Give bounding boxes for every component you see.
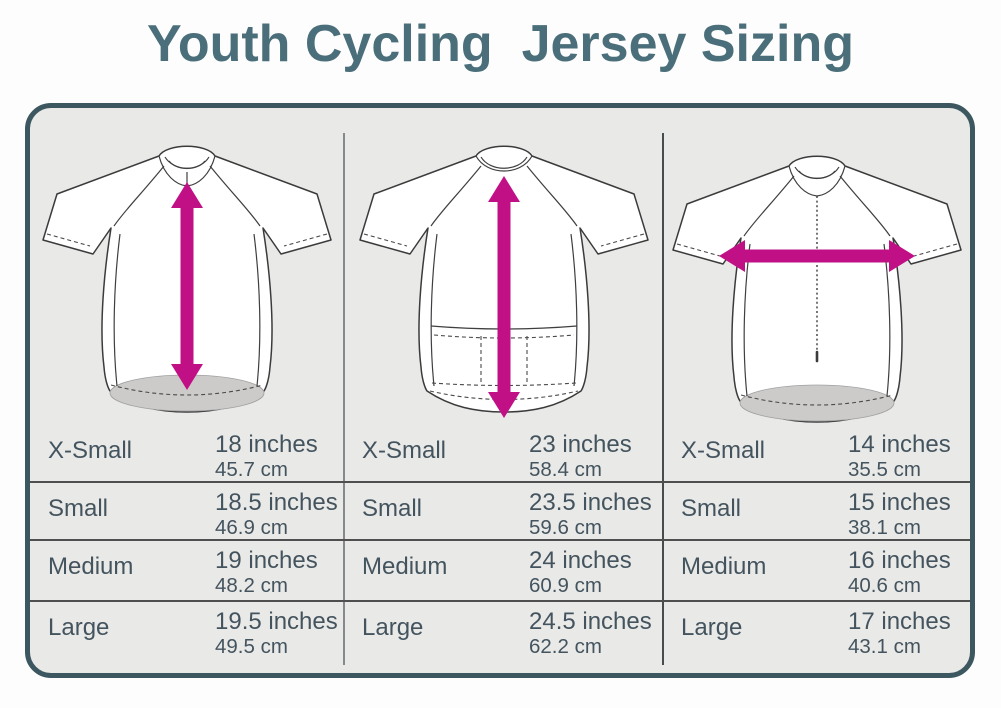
cm-value: 59.6 cm <box>529 515 602 539</box>
inches-value: 17 inches <box>848 608 951 635</box>
table-row: X-Small 14 inches 35.5 cm <box>663 425 970 483</box>
inches-value: 23 inches <box>529 431 632 458</box>
column-chest-width: X-Small 14 inches 35.5 cm Small 15 inche… <box>663 108 970 673</box>
table-row: Small 23.5 inches 59.6 cm <box>344 483 663 541</box>
inches-value: 19 inches <box>215 547 318 574</box>
table-row: Small 18.5 inches 46.9 cm <box>30 483 344 541</box>
size-value: 24.5 inches 62.2 cm <box>529 608 652 659</box>
jersey-back-illustration <box>344 108 663 425</box>
vertical-measurement-arrow-icon <box>487 176 520 418</box>
cm-value: 60.9 cm <box>529 573 602 597</box>
size-value: 18.5 inches 46.9 cm <box>215 489 338 540</box>
inches-value: 18 inches <box>215 431 318 458</box>
column-divider <box>343 133 345 665</box>
jersey-front-vertical-arrow-icon <box>42 145 332 413</box>
size-value: 19 inches 48.2 cm <box>215 547 318 598</box>
size-name: X-Small <box>681 437 766 464</box>
sizing-panel: X-Small 18 inches 45.7 cm Small 18.5 inc… <box>25 103 975 678</box>
column-front-length: X-Small 18 inches 45.7 cm Small 18.5 inc… <box>30 108 344 673</box>
size-value: 15 inches 38.1 cm <box>848 489 951 540</box>
size-value: 23 inches 58.4 cm <box>529 431 632 482</box>
chest-width-table: X-Small 14 inches 35.5 cm Small 15 inche… <box>663 425 970 673</box>
sizing-panel-inner: X-Small 18 inches 45.7 cm Small 18.5 inc… <box>30 108 970 673</box>
page-title: Youth Cycling Jersey Sizing <box>147 15 854 73</box>
jersey-front-illustration <box>30 108 344 425</box>
table-row: Medium 16 inches 40.6 cm <box>663 541 970 602</box>
inches-value: 23.5 inches <box>529 489 652 516</box>
cm-value: 46.9 cm <box>215 515 288 539</box>
size-name: Small <box>48 495 109 522</box>
inches-value: 14 inches <box>848 431 951 458</box>
size-name: Medium <box>362 553 448 580</box>
cm-value: 49.5 cm <box>215 634 288 658</box>
jersey-front-zipper-illustration <box>663 108 970 425</box>
horizontal-measurement-arrow-icon <box>718 240 915 272</box>
size-name: Small <box>362 495 423 522</box>
size-name: Large <box>48 614 110 641</box>
size-name: Small <box>681 495 742 522</box>
jersey-front-horizontal-arrow-icon <box>671 155 962 423</box>
inches-value: 16 inches <box>848 547 951 574</box>
size-value: 18 inches 45.7 cm <box>215 431 318 482</box>
inches-value: 18.5 inches <box>215 489 338 516</box>
front-length-table: X-Small 18 inches 45.7 cm Small 18.5 inc… <box>30 425 344 673</box>
cm-value: 58.4 cm <box>529 457 602 481</box>
size-value: 16 inches 40.6 cm <box>848 547 951 598</box>
inches-value: 24.5 inches <box>529 608 652 635</box>
size-value: 14 inches 35.5 cm <box>848 431 951 482</box>
table-row: Large 17 inches 43.1 cm <box>663 602 970 673</box>
jersey-back-vertical-arrow-icon <box>358 145 649 418</box>
inches-value: 15 inches <box>848 489 951 516</box>
table-row: Medium 19 inches 48.2 cm <box>30 541 344 602</box>
cm-value: 38.1 cm <box>848 515 921 539</box>
table-row: Medium 24 inches 60.9 cm <box>344 541 663 602</box>
size-name: X-Small <box>362 437 447 464</box>
cm-value: 40.6 cm <box>848 573 921 597</box>
size-value: 19.5 inches 49.5 cm <box>215 608 338 659</box>
size-name: Medium <box>681 553 767 580</box>
vertical-measurement-arrow-icon <box>171 182 203 390</box>
size-name: Large <box>362 614 424 641</box>
cm-value: 35.5 cm <box>848 457 921 481</box>
cm-value: 45.7 cm <box>215 457 288 481</box>
column-back-length: X-Small 23 inches 58.4 cm Small 23.5 inc… <box>344 108 663 673</box>
table-row: Small 15 inches 38.1 cm <box>663 483 970 541</box>
size-name: Large <box>681 614 743 641</box>
size-value: 24 inches 60.9 cm <box>529 547 632 598</box>
back-length-table: X-Small 23 inches 58.4 cm Small 23.5 inc… <box>344 425 663 673</box>
table-row: X-Small 23 inches 58.4 cm <box>344 425 663 483</box>
column-divider <box>662 133 664 665</box>
cm-value: 62.2 cm <box>529 634 602 658</box>
cm-value: 48.2 cm <box>215 573 288 597</box>
cm-value: 43.1 cm <box>848 634 921 658</box>
inches-value: 24 inches <box>529 547 632 574</box>
size-value: 17 inches 43.1 cm <box>848 608 951 659</box>
table-row: X-Small 18 inches 45.7 cm <box>30 425 344 483</box>
size-name: Medium <box>48 553 134 580</box>
table-row: Large 19.5 inches 49.5 cm <box>30 602 344 673</box>
size-name: X-Small <box>48 437 133 464</box>
table-row: Large 24.5 inches 62.2 cm <box>344 602 663 673</box>
size-value: 23.5 inches 59.6 cm <box>529 489 652 540</box>
inches-value: 19.5 inches <box>215 608 338 635</box>
